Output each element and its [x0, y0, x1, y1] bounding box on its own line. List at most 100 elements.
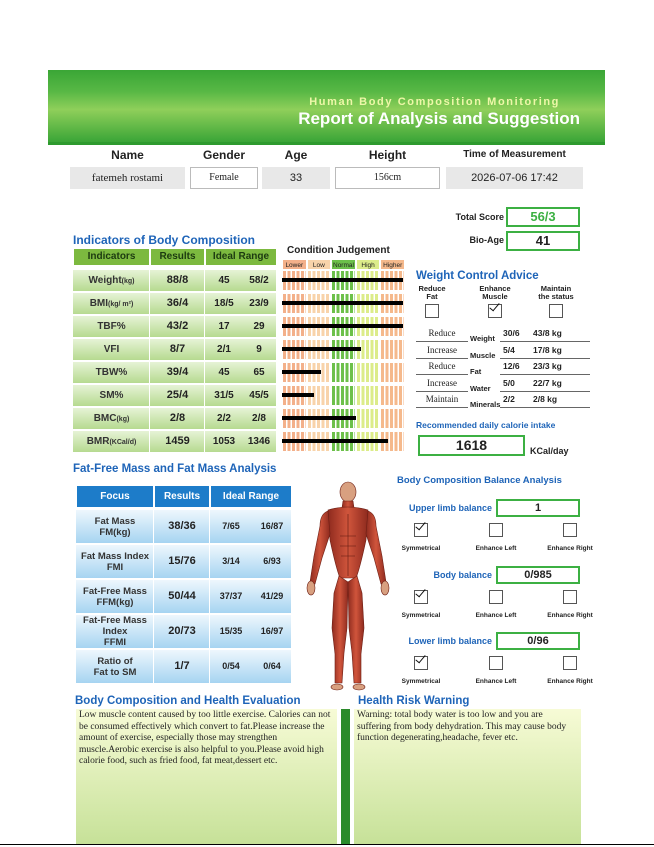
advice-action: Reduce: [428, 328, 456, 338]
advice-change: 5/0: [503, 377, 515, 388]
range-min: 2/2: [217, 413, 231, 424]
focus-label: Fat-Free Mass: [83, 585, 147, 597]
indicator-name: VFI: [73, 339, 150, 360]
advice-rule: [416, 341, 468, 342]
section-title: Body Composition and Health Evaluation: [75, 695, 301, 707]
range-max: 9: [256, 344, 262, 355]
option-label: Reduce: [418, 284, 446, 293]
balance-value: 0/985: [524, 569, 552, 581]
range-min: 1053: [212, 436, 236, 447]
indicator-name: SM%: [73, 385, 150, 406]
info-header: Age: [284, 148, 308, 162]
table-cell: [76, 510, 154, 543]
focus-label: Fat Mass: [94, 515, 136, 527]
level-label: Low: [306, 259, 332, 270]
checkbox: [425, 304, 439, 318]
info-value: Female: [209, 172, 239, 183]
table-cell: [150, 385, 205, 406]
advice-action: Increase: [427, 377, 457, 388]
table-cell: [76, 580, 154, 613]
indicator-text: (KCal/d): [109, 439, 137, 446]
indicator-name: BMC(kg): [73, 408, 150, 429]
condition-bar: [282, 347, 361, 351]
calorie-value: 1618: [455, 437, 488, 453]
advice-target: 43/8 kg: [533, 328, 562, 338]
advice-target: 17/8 kg: [533, 344, 562, 355]
page-bottom-rule: [0, 844, 654, 845]
table-header: Focus: [100, 491, 130, 502]
balance-option: Symmetrical: [401, 545, 441, 552]
balance-option: Enhance Right: [547, 545, 593, 552]
body-figure: [306, 481, 390, 691]
range-max: 16/87: [260, 521, 284, 531]
indicator-text: BMC: [93, 413, 117, 424]
range-min: 31/5: [214, 390, 234, 401]
table-cell: [76, 545, 154, 578]
table-cell: [154, 650, 210, 683]
balance-label: Body balance: [433, 570, 492, 580]
info-cell: [70, 167, 185, 189]
advice-change: 30/6: [503, 328, 520, 338]
condition-bar: [282, 301, 403, 305]
table-cell: [150, 339, 205, 360]
info-header: Time of Measurement: [463, 149, 566, 160]
level-cell: [381, 432, 404, 451]
section-title: Fat-Free Mass and Fat Mass Analysis: [73, 463, 277, 475]
level-cell: [332, 363, 355, 382]
section-title: Health Risk Warning: [358, 695, 470, 707]
table-cell: [73, 408, 150, 429]
table-cell: [210, 650, 292, 683]
bio-age: 41: [535, 233, 551, 248]
info-header: Name: [111, 148, 144, 162]
indicator-result: 1459: [165, 435, 190, 447]
level-cell: [332, 386, 355, 405]
level-label: Lower: [282, 259, 307, 270]
balance-option: Enhance Left: [475, 545, 517, 552]
warning-box: [354, 709, 581, 845]
focus-label: FFM(kg): [96, 596, 134, 608]
condition-bar: [282, 324, 403, 328]
condition-title: Condition Judgement: [287, 245, 390, 256]
focus-label: FFMI: [103, 637, 127, 648]
condition-bar: [282, 393, 314, 397]
info-cell: [262, 167, 330, 189]
fat-result: 38/36: [168, 520, 196, 532]
calorie-unit: KCal/day: [530, 446, 569, 456]
indicator-result: 88/8: [166, 274, 189, 286]
range-max: 1346: [247, 436, 271, 447]
range-max: 45/5: [249, 390, 269, 401]
option-label: Fat: [426, 292, 438, 301]
table-header: Ideal Range: [222, 491, 280, 502]
table-cell: [150, 316, 205, 337]
table-header: Results: [163, 491, 201, 502]
indicator-text: BMR: [86, 436, 110, 447]
balance-box: [496, 499, 580, 517]
checkbox: [563, 590, 577, 604]
checkbox: [489, 523, 503, 537]
advice-target: 23/3 kg: [533, 361, 562, 371]
table-cell: [210, 510, 292, 543]
indicator-result: 36/4: [166, 297, 189, 309]
range-max: 0/64: [263, 661, 281, 671]
table-cell: [150, 293, 205, 314]
table-cell: [76, 650, 154, 683]
balance-label: Lower limb balance: [408, 636, 492, 646]
focus-label: FM(kg): [99, 526, 131, 538]
advice-action: Maintain: [425, 394, 459, 404]
range-min: 7/65: [222, 521, 240, 531]
header-banner: [48, 70, 605, 142]
level-cell: [381, 340, 404, 359]
focus-label: FMI: [106, 561, 124, 573]
table-header-cell: [154, 485, 210, 508]
checkbox: [414, 656, 428, 670]
advice-rule: [500, 341, 590, 342]
advice-target: 22/7 kg: [533, 377, 562, 388]
advice-rule: [416, 374, 468, 375]
table-header-cell: [205, 248, 277, 266]
table-cell: [205, 316, 277, 337]
indicator-text: SM%: [99, 390, 124, 401]
indicator-result: 8/7: [169, 343, 186, 355]
indicator-result: 39/4: [166, 366, 189, 378]
level-cell: [356, 363, 380, 382]
